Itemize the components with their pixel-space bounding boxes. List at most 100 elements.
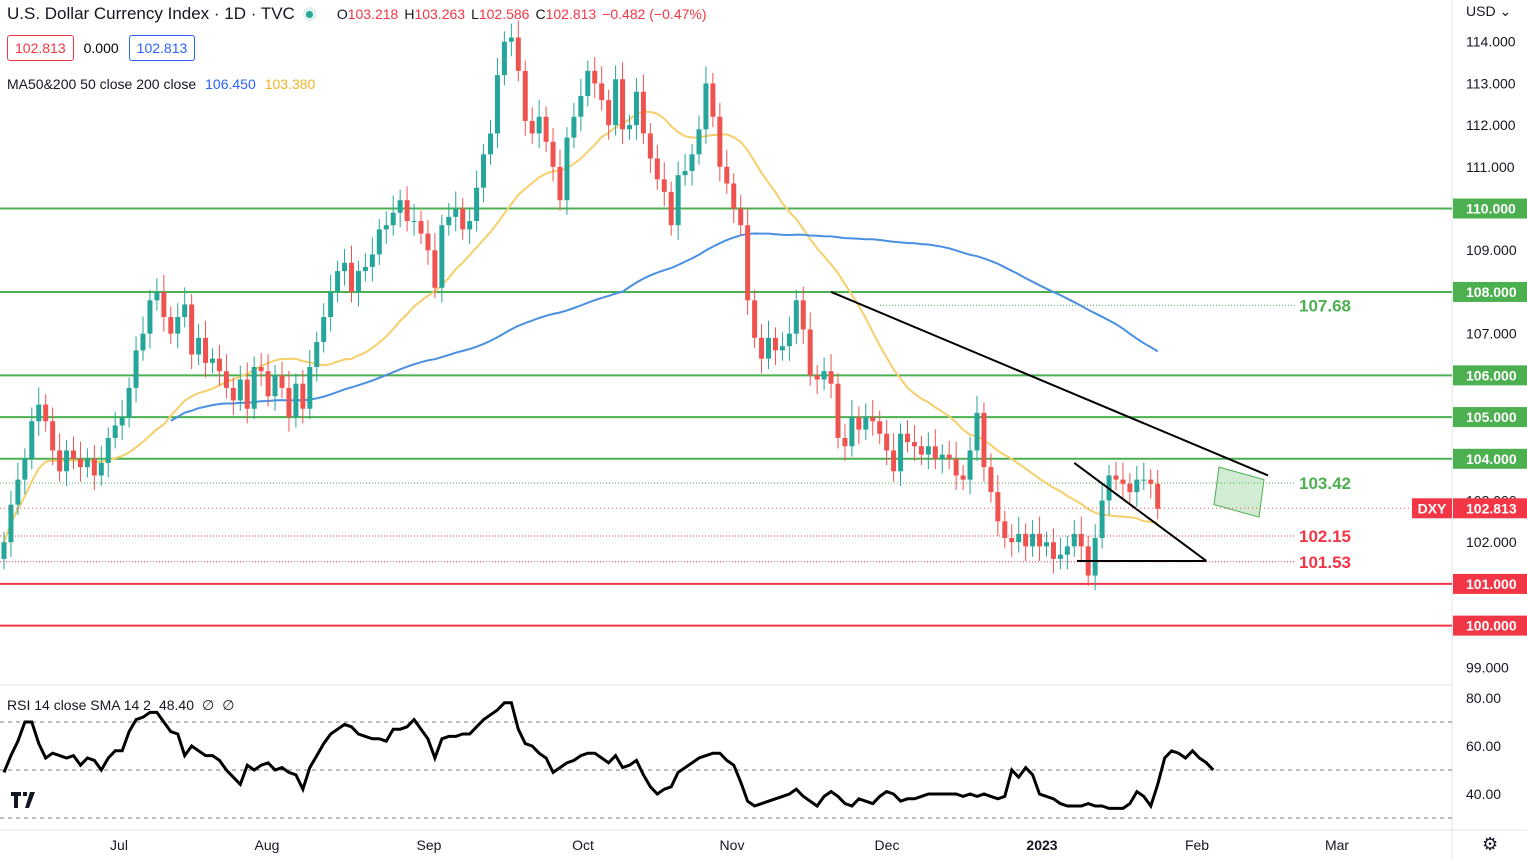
ohlc-readout: O103.218 H103.263 L102.586 C102.813 −0.4… (336, 6, 707, 22)
annotation-label-102.15: 102.15 (1299, 527, 1351, 546)
candle (335, 260, 341, 303)
candle-body (446, 216, 452, 226)
candle (307, 349, 313, 420)
candle (1071, 520, 1077, 557)
candle (501, 31, 507, 86)
level-label-bg (1453, 198, 1527, 219)
candle (515, 20, 521, 82)
candle-body (98, 462, 104, 476)
candle (953, 441, 959, 491)
candle (1, 531, 7, 570)
candle (932, 429, 938, 470)
candle-body (342, 262, 348, 272)
buy-price-button[interactable]: 102.813 (128, 35, 196, 61)
ma-legend[interactable]: MA50&200 50 close 200 close 106.450 103.… (7, 76, 315, 92)
candle (286, 370, 292, 432)
rsi-legend[interactable]: RSI 14 close SMA 14 2 48.40 ∅ ∅ (7, 697, 234, 714)
candle (668, 181, 674, 236)
candle (1023, 523, 1029, 561)
ma-long-line (170, 232, 1159, 422)
rsi-tick-label: 60.00 (1466, 738, 1501, 754)
level-label-text: 104.000 (1466, 451, 1517, 467)
candle-body (508, 37, 514, 42)
candle-body (967, 450, 973, 480)
candle (175, 303, 181, 349)
candle-body (126, 387, 132, 418)
candle (1057, 537, 1063, 570)
candle-body (703, 83, 709, 130)
candle-body (1071, 533, 1077, 547)
candle (265, 354, 271, 407)
candle-body (891, 450, 897, 472)
candle (349, 245, 354, 303)
candle-body (1044, 542, 1049, 547)
candle (251, 356, 257, 420)
candle-body (36, 404, 42, 422)
candle-body (856, 417, 862, 430)
candle (661, 162, 667, 207)
last-price-tag-bg (1453, 498, 1527, 519)
candle (258, 353, 264, 386)
candle (133, 336, 139, 403)
candle (474, 170, 480, 232)
level-label-text: 100.000 (1466, 618, 1517, 634)
candle (36, 387, 42, 436)
level-label-bg (1453, 407, 1527, 428)
candle (321, 303, 327, 353)
candle (64, 440, 70, 486)
candle-body (397, 200, 403, 213)
symbol-title[interactable]: U.S. Dollar Currency Index · 1D · TVC (7, 4, 295, 23)
candle-body (835, 383, 841, 438)
currency-selector[interactable]: USD ⌄ (1466, 3, 1512, 19)
candle (84, 448, 90, 478)
candle (1064, 535, 1070, 570)
candle (877, 410, 883, 445)
ohlc-change: −0.482 (−0.47%) (602, 6, 707, 22)
candle-body (800, 300, 806, 330)
candle-body (1127, 483, 1133, 493)
candle (918, 435, 924, 466)
candle-body (1009, 538, 1015, 543)
candle-body (946, 454, 952, 459)
candle-body (349, 262, 354, 292)
candle-body (1016, 533, 1022, 543)
candle-body (22, 458, 28, 480)
candle (613, 65, 619, 136)
candle (57, 433, 63, 482)
candle (244, 362, 250, 424)
candle (1155, 470, 1161, 520)
tradingview-logo-icon[interactable] (8, 787, 42, 813)
candle-body (654, 158, 660, 180)
candle (342, 248, 348, 286)
candle (863, 403, 869, 441)
candle-body (140, 333, 146, 351)
candle (126, 377, 132, 428)
level-label-bg (1453, 573, 1527, 594)
candle (293, 373, 299, 428)
candle (1099, 483, 1105, 549)
symbol-tag-bg (1412, 498, 1452, 519)
candle (488, 119, 493, 165)
candle-body (432, 250, 438, 288)
annotation-label-101.53: 101.53 (1299, 553, 1351, 572)
candle-body (216, 358, 222, 372)
candle-body (668, 191, 674, 226)
candle-body (779, 346, 785, 351)
candle (571, 103, 577, 149)
candle-body (661, 179, 667, 192)
candle (314, 331, 320, 382)
candle (446, 203, 452, 236)
time-tick-label: Aug (255, 837, 280, 853)
candle (759, 324, 765, 374)
candle (390, 195, 396, 236)
candle-body (29, 421, 35, 459)
candle-body (814, 375, 820, 380)
candle-body (376, 229, 382, 255)
candle-body (1113, 475, 1119, 480)
candle (988, 453, 994, 503)
gear-icon[interactable]: ⚙ (1482, 834, 1499, 854)
sell-price-button[interactable]: 102.813 (7, 35, 74, 61)
flag-pattern-box (1213, 466, 1265, 518)
candle-body (710, 83, 716, 117)
level-label-101.000: 101.000 (1453, 573, 1527, 594)
